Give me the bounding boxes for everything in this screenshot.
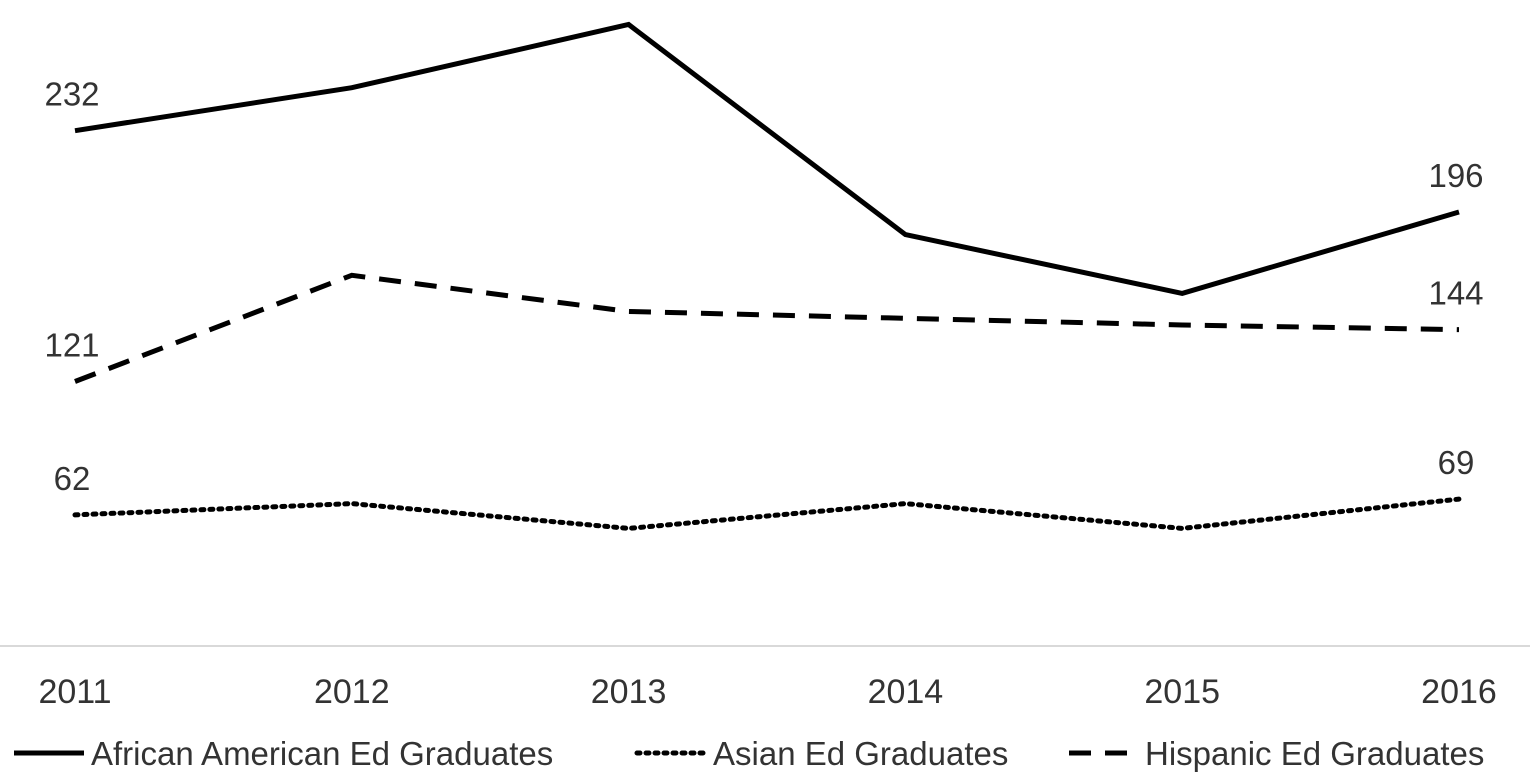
- series-line-1: [72, 496, 1462, 531]
- x-tick-label: 2014: [868, 673, 944, 711]
- legend-label: African American Ed Graduates: [91, 735, 553, 772]
- series-line-2: [74, 272, 1460, 384]
- x-tick-layer: 2011 2012 2013 2014 2015 2016: [38, 673, 1496, 711]
- series-layer: [72, 21, 1462, 531]
- data-label: 144: [1428, 275, 1483, 312]
- data-label: 196: [1428, 157, 1483, 194]
- legend-label: Asian Ed Graduates: [713, 735, 1008, 772]
- x-tick-label: 2013: [591, 673, 667, 711]
- data-label-layer: 232 196 62 69 121 144: [44, 76, 1483, 497]
- legend: African American Ed Graduates Asian Ed Gr…: [14, 735, 1484, 772]
- series-line-0: [74, 21, 1460, 296]
- x-tick-label: 2016: [1421, 673, 1497, 711]
- data-label: 232: [44, 76, 99, 113]
- data-label: 69: [1438, 444, 1475, 481]
- x-tick-label: 2015: [1144, 673, 1220, 711]
- legend-label: Hispanic Ed Graduates: [1145, 735, 1484, 772]
- data-label: 62: [54, 460, 91, 497]
- x-tick-label: 2012: [314, 673, 390, 711]
- data-label: 121: [44, 327, 99, 364]
- x-tick-label: 2011: [38, 673, 111, 711]
